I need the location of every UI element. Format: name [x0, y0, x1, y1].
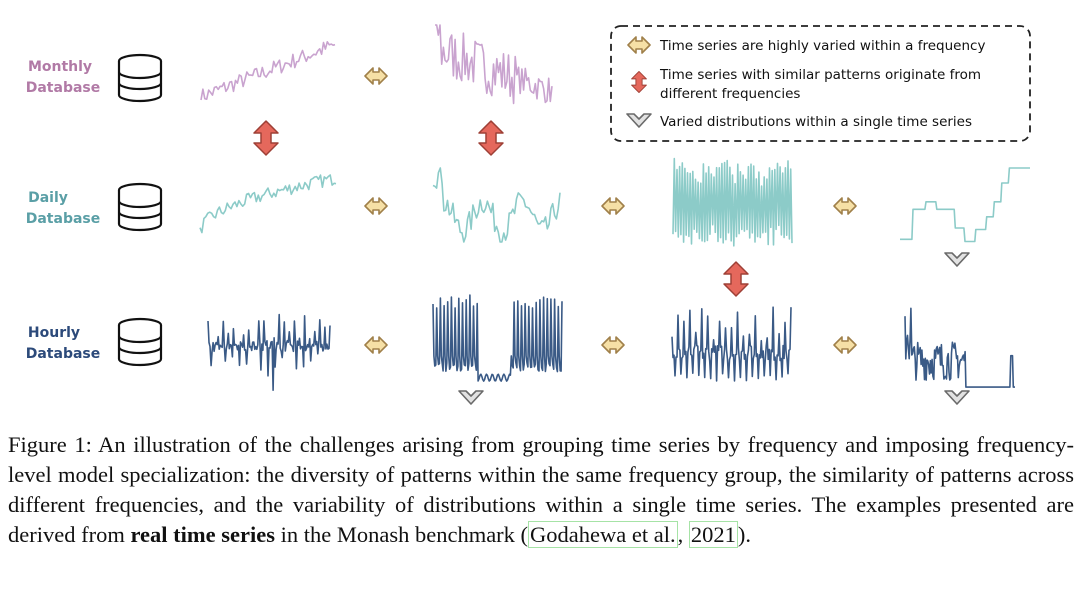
- row-label-hourly-1: Hourly: [28, 325, 80, 341]
- hourly-series-2: [432, 294, 563, 382]
- monthly-series-1: [200, 40, 336, 101]
- caption-sep: ,: [677, 522, 689, 547]
- varied-within-frequency-icon: [364, 336, 388, 354]
- database-icon-monthly: [116, 52, 164, 104]
- daily-series-1: [199, 174, 337, 234]
- citation-link[interactable]: Godahewa et al.: [528, 521, 678, 548]
- similar-patterns-icon: [723, 261, 749, 297]
- daily-series-4: [900, 167, 1030, 243]
- row-label-hourly-2: Database: [26, 346, 101, 362]
- figure-diagram: Monthly Database Daily Database Hourly D…: [26, 24, 1031, 405]
- varied-distribution-icon: [944, 390, 970, 405]
- varied-within-frequency-icon: [364, 197, 388, 215]
- similar-patterns-icon: [253, 120, 279, 156]
- citation-year-link[interactable]: 2021: [688, 521, 738, 548]
- row-label-daily-2: Database: [26, 211, 101, 227]
- varied-within-frequency-icon: [601, 197, 625, 215]
- row-label-monthly-2: Database: [26, 80, 101, 96]
- daily-series-2: [432, 167, 561, 243]
- legend-item-2-line2: different frequencies: [660, 86, 800, 102]
- caption-bold: real time series: [130, 522, 275, 547]
- database-icon-hourly: [116, 316, 164, 368]
- database-icon-daily: [116, 181, 164, 233]
- varied-within-frequency-icon: [833, 336, 857, 354]
- daily-series-3: [672, 157, 793, 247]
- row-label-monthly-1: Monthly: [28, 59, 92, 75]
- hourly-series-3: [671, 306, 792, 382]
- varied-within-frequency-icon: [364, 67, 388, 85]
- hourly-series-4: [904, 307, 1016, 388]
- legend-item-2-line1: Time series with similar patterns origin…: [659, 67, 981, 83]
- caption-end: ).: [737, 522, 751, 547]
- similar-patterns-icon: [478, 120, 504, 156]
- varied-within-frequency-icon: [601, 336, 625, 354]
- varied-distribution-icon: [944, 252, 970, 267]
- hourly-series-1: [207, 313, 331, 392]
- row-label-daily-1: Daily: [28, 190, 68, 206]
- legend-item-3: Varied distributions within a single tim…: [660, 114, 972, 130]
- caption-text: Figure 1: An illustration of the challen…: [8, 432, 1074, 547]
- varied-within-frequency-icon: [833, 197, 857, 215]
- monthly-series-2: [435, 24, 553, 105]
- caption-text-2: in the Monash benchmark (: [274, 522, 529, 547]
- legend-box: [610, 25, 1031, 142]
- figure-caption: Figure 1: An illustration of the challen…: [8, 430, 1074, 550]
- legend-item-1: Time series are highly varied within a f…: [659, 38, 985, 54]
- varied-distribution-icon: [458, 390, 484, 405]
